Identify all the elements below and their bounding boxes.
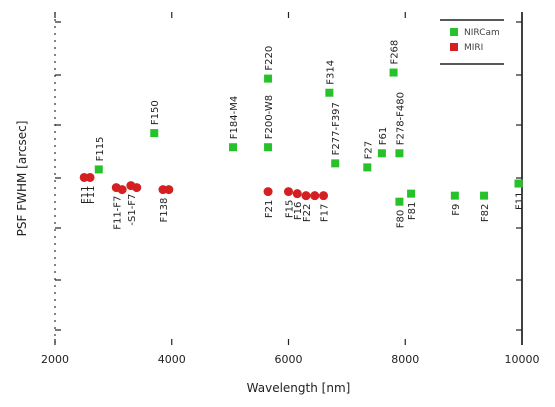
point-label-0-1: F150: [150, 100, 161, 125]
x-tick-label-4: 10000: [505, 353, 540, 366]
x-tick-label-2: 6000: [275, 353, 303, 366]
point-0-9: [389, 68, 398, 77]
point-label-1-13: F17: [320, 204, 331, 222]
y-axis-ticks: [55, 21, 522, 331]
point-1-1: [85, 172, 95, 182]
x-tick-label-1: 4000: [158, 353, 186, 366]
point-label-0-2: F184-M4: [229, 96, 240, 139]
point-label-0-10: F278-F480: [395, 92, 406, 145]
point-0-8: [377, 149, 386, 158]
point-0-2: [229, 143, 238, 152]
point-label-0-7: F27: [363, 141, 374, 159]
point-0-13: [450, 191, 459, 200]
legend: NIRCam MIRI: [440, 19, 504, 65]
point-label-1-0: F11: [80, 185, 91, 203]
x-axis-tick-labels: 2000 4000 6000 8000 10000: [41, 353, 540, 366]
plot-frame: [54, 12, 523, 345]
x-axis-ticks: [54, 12, 523, 345]
legend-label-1: MIRI: [464, 43, 483, 53]
point-labels: F115 F150 F184-M4 F200-W8 F220 F314 F277-F397 F…: [80, 40, 525, 230]
x-axis-label: Wavelength [nm]: [247, 381, 351, 395]
point-0-1: [150, 129, 159, 138]
point-label-1-9: F15: [285, 200, 296, 218]
point-1-13: [319, 191, 329, 201]
point-label-1-4: -S1-F7: [127, 194, 138, 226]
point-0-6: [331, 159, 340, 168]
point-label-0-11: F80: [395, 210, 406, 228]
point-1-5: [132, 183, 142, 193]
point-1-12: [310, 191, 320, 201]
point-1-9: [284, 187, 293, 197]
legend-label-0: NIRCam: [464, 28, 500, 38]
point-1-11: [301, 191, 311, 201]
point-0-0: [94, 165, 103, 174]
point-label-0-3: F200-W8: [264, 95, 275, 139]
point-0-10: [395, 149, 404, 158]
point-label-0-14: F82: [480, 204, 491, 222]
point-label-0-12: F81: [407, 202, 418, 220]
point-0-12: [407, 189, 416, 198]
point-1-10: [292, 189, 302, 199]
point-label-0-6: F277-F397: [331, 102, 342, 155]
point-label-1-8: F21: [264, 200, 275, 218]
data-points: [79, 68, 523, 206]
point-label-1-11: F22: [302, 204, 313, 222]
point-1-3: [117, 185, 127, 195]
point-label-0-13: F9: [451, 204, 462, 216]
point-1-8: [263, 187, 273, 197]
point-label-1-10: F16: [293, 202, 304, 220]
point-0-14: [480, 191, 489, 200]
point-0-7: [363, 163, 372, 172]
x-tick-label-0: 2000: [41, 353, 69, 366]
point-0-5: [325, 88, 334, 97]
y-axis-label: PSF FWHM [arcsec]: [15, 121, 29, 237]
point-label-0-5: F314: [325, 60, 336, 85]
point-label-1-1: F11: [86, 185, 97, 203]
point-0-15: [514, 179, 523, 188]
point-0-3: [264, 143, 273, 152]
x-tick-label-3: 8000: [391, 353, 419, 366]
point-0-4: [264, 74, 273, 83]
point-label-0-4: F220: [264, 46, 275, 71]
point-label-0-15: F11: [514, 192, 525, 210]
point-1-7: [164, 185, 174, 195]
legend-marker-0: [450, 28, 458, 36]
point-label-1-2: F11-F7: [112, 196, 123, 230]
point-label-0-0: F115: [95, 137, 106, 162]
point-label-1-6: F138: [159, 198, 170, 223]
point-label-0-9: F268: [390, 40, 401, 65]
legend-marker-1: [450, 43, 458, 51]
point-label-0-8: F61: [378, 127, 389, 145]
point-0-11: [395, 197, 404, 206]
